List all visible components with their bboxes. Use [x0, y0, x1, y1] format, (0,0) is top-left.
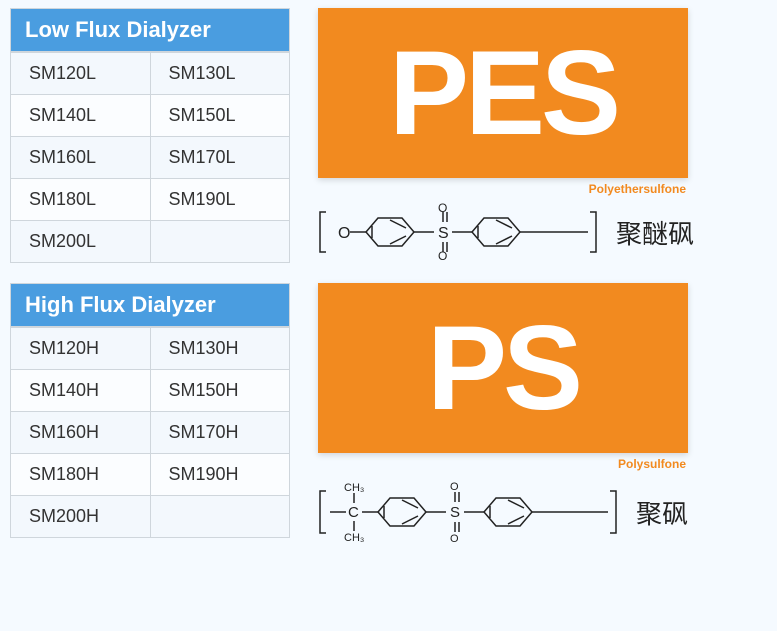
- ps-ch3a-label: CH₃: [344, 482, 364, 494]
- table-cell: SM180H: [11, 454, 151, 496]
- pes-cn-label: 聚醚砜: [616, 214, 694, 251]
- ps-chem-row: C CH₃ CH₃ S O O: [318, 477, 688, 547]
- pes-chem-row: O S O O: [318, 202, 694, 262]
- low-flux-table-block: Low Flux Dialyzer SM120LSM130L SM140LSM1…: [10, 8, 290, 263]
- table-cell: SM200L: [11, 221, 151, 263]
- table-cell: [150, 496, 290, 538]
- ps-o3-label: O: [450, 533, 459, 545]
- table-cell: [150, 221, 290, 263]
- row-low-flux: Low Flux Dialyzer SM120LSM130L SM140LSM1…: [10, 8, 767, 263]
- high-flux-table-block: High Flux Dialyzer SM120HSM130H SM140HSM…: [10, 283, 290, 538]
- ps-block: PS Polysulfone C CH₃ CH₃: [318, 283, 767, 547]
- table-cell: SM190L: [150, 179, 290, 221]
- table-cell: SM120H: [11, 328, 151, 370]
- row-high-flux: High Flux Dialyzer SM120HSM130H SM140HSM…: [10, 283, 767, 547]
- pes-o3-label: O: [438, 249, 447, 262]
- table-cell: SM130H: [150, 328, 290, 370]
- ps-ch3b-label: CH₃: [344, 532, 364, 544]
- table-cell: SM120L: [11, 53, 151, 95]
- pes-abbr: PES: [389, 33, 617, 153]
- pes-caption: Polyethersulfone: [318, 182, 688, 196]
- pes-box: PES: [318, 8, 688, 178]
- table-cell: SM180L: [11, 179, 151, 221]
- table-cell: SM160H: [11, 412, 151, 454]
- table-cell: SM150H: [150, 370, 290, 412]
- pes-s-label: S: [438, 225, 449, 242]
- pes-structure-icon: O S O O: [318, 202, 598, 262]
- ps-caption: Polysulfone: [318, 457, 688, 471]
- ps-s-label: S: [450, 504, 460, 521]
- table-cell: SM130L: [150, 53, 290, 95]
- low-flux-table: SM120LSM130L SM140LSM150L SM160LSM170L S…: [10, 52, 290, 263]
- high-flux-table: SM120HSM130H SM140HSM150H SM160HSM170H S…: [10, 327, 290, 538]
- ps-box: PS: [318, 283, 688, 453]
- table-cell: SM150L: [150, 95, 290, 137]
- low-flux-title: Low Flux Dialyzer: [10, 8, 290, 52]
- ps-o2-label: O: [450, 481, 459, 493]
- table-cell: SM170H: [150, 412, 290, 454]
- ps-abbr: PS: [427, 308, 579, 428]
- ps-c-label: C: [348, 504, 359, 521]
- table-cell: SM200H: [11, 496, 151, 538]
- table-cell: SM160L: [11, 137, 151, 179]
- table-cell: SM170L: [150, 137, 290, 179]
- table-cell: SM190H: [150, 454, 290, 496]
- pes-o-label: O: [338, 225, 350, 242]
- table-cell: SM140L: [11, 95, 151, 137]
- table-cell: SM140H: [11, 370, 151, 412]
- high-flux-title: High Flux Dialyzer: [10, 283, 290, 327]
- pes-o2-label: O: [438, 202, 447, 215]
- ps-cn-label: 聚砜: [636, 494, 688, 531]
- pes-block: PES Polyethersulfone O S: [318, 8, 767, 262]
- ps-structure-icon: C CH₃ CH₃ S O O: [318, 477, 618, 547]
